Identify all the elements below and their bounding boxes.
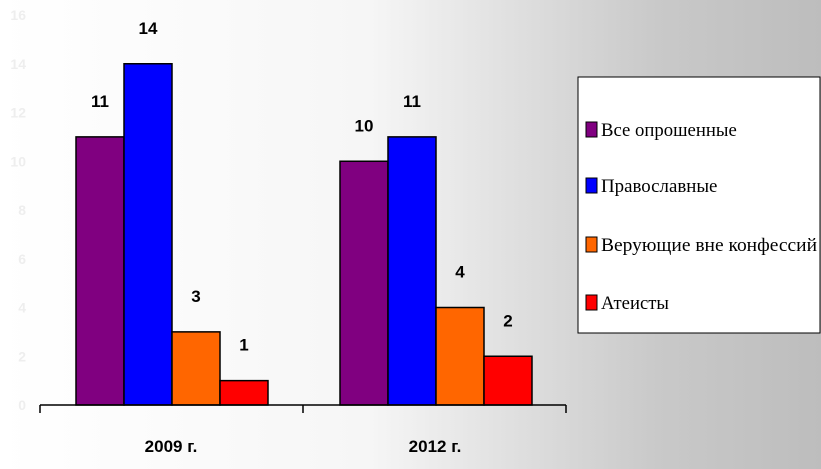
bar: [75, 136, 125, 406]
legend-label: Атеисты: [601, 293, 669, 314]
bar: [123, 63, 173, 406]
legend: Все опрошенные Православные Верующие вне к…: [577, 76, 821, 334]
legend-label: Верующие вне конфессий: [601, 235, 817, 256]
data-label: 10: [355, 116, 374, 135]
data-label: 11: [403, 92, 421, 111]
data-label: 1: [239, 336, 248, 355]
x-axis-ticks: [39, 405, 567, 413]
bar: [171, 331, 221, 406]
data-label: 2: [503, 311, 512, 330]
legend-swatch: [585, 294, 598, 311]
bar: [339, 160, 389, 406]
y-tick-label: 14: [10, 56, 26, 72]
y-tick-label: 12: [10, 105, 26, 121]
data-label: 3: [191, 287, 200, 306]
y-axis-ticks: 0 2 4 6 8 10 12 14 16: [10, 7, 26, 413]
category-label: 2009 г.: [145, 437, 198, 456]
bar: [483, 355, 533, 406]
y-tick-label: 0: [18, 397, 26, 413]
data-label: 4: [455, 263, 465, 282]
data-labels: 11 14 3 1 10 11 4 2: [91, 19, 513, 355]
bar: [219, 379, 269, 406]
y-tick-label: 16: [10, 7, 26, 23]
bar: [435, 306, 485, 406]
legend-box: [577, 76, 821, 334]
category-label: 2012 г.: [409, 437, 462, 456]
y-tick-label: 10: [10, 153, 26, 169]
y-tick-label: 4: [18, 300, 26, 316]
bar: [387, 136, 437, 406]
legend-label: Православные: [601, 176, 717, 197]
category-labels: 2009 г. 2012 г.: [145, 437, 462, 456]
y-tick-label: 2: [18, 348, 26, 364]
legend-label: Все опрошенные: [601, 120, 737, 141]
data-label: 14: [139, 19, 158, 38]
legend-swatch: [585, 121, 598, 138]
y-tick-label: 8: [18, 202, 26, 218]
bars: [75, 63, 533, 406]
data-label: 11: [91, 92, 109, 111]
y-tick-label: 6: [18, 251, 26, 267]
legend-swatch: [585, 236, 598, 253]
legend-swatch: [585, 177, 598, 194]
